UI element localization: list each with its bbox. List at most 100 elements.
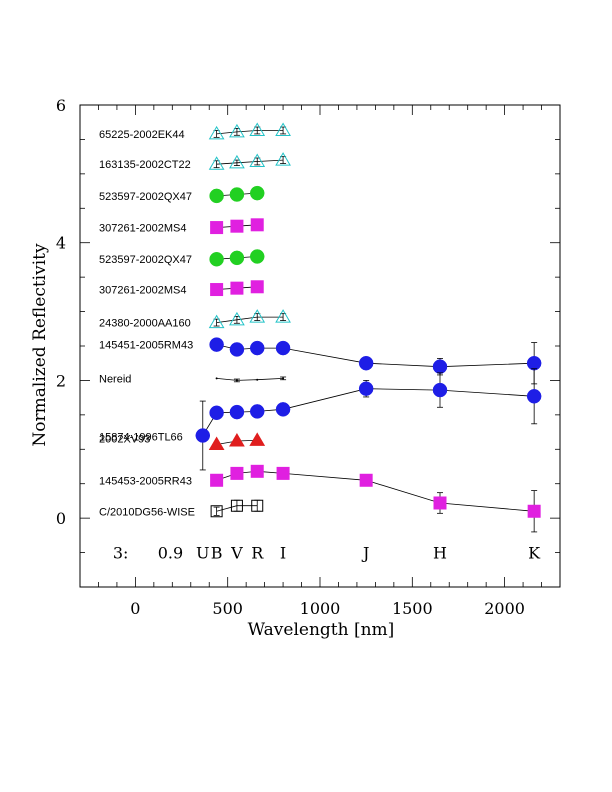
data-point xyxy=(250,218,264,232)
band-label: J xyxy=(361,544,369,563)
data-point xyxy=(249,153,266,167)
data-point xyxy=(358,381,374,396)
series-label: 307261-2002MS4 xyxy=(99,285,186,297)
x-tick-label: 2000 xyxy=(484,599,525,618)
series-label: 145451-2005RM43 xyxy=(99,340,193,352)
data-point xyxy=(208,156,225,170)
series-9 xyxy=(195,368,542,471)
series-2 xyxy=(209,185,265,204)
data-point xyxy=(209,188,224,204)
series-10 xyxy=(208,432,266,450)
data-point xyxy=(208,125,225,140)
band-label: H xyxy=(433,544,447,563)
data-point xyxy=(276,466,290,480)
data-point xyxy=(250,464,264,478)
data-point xyxy=(230,466,244,480)
x-tick-label: 1000 xyxy=(300,599,341,618)
series-6 xyxy=(208,309,291,329)
band-label: I xyxy=(280,544,286,563)
series-4 xyxy=(209,249,265,267)
series-line xyxy=(216,378,284,381)
band-label: K xyxy=(528,544,541,563)
axis-ticks: 0 500 1000 1500 2000 0 2 4 6 xyxy=(56,96,561,618)
data-point xyxy=(249,249,265,264)
series-label: 145453-2005RR43 xyxy=(99,475,192,487)
data-point xyxy=(275,152,291,166)
series-label: 15874-1996TL66 xyxy=(99,432,183,444)
data-point xyxy=(230,219,244,233)
data-point xyxy=(249,404,265,419)
data-point xyxy=(275,340,291,356)
series-label: 163135-2002CT22 xyxy=(99,159,191,171)
band-label: 0.9 xyxy=(158,544,183,563)
x-tick-label: 0 xyxy=(130,599,140,618)
band-label: V xyxy=(230,544,243,563)
data-point xyxy=(249,340,265,356)
data-point xyxy=(249,185,265,201)
series-label: 65225-2002EK44 xyxy=(99,129,185,141)
data-point xyxy=(250,280,264,294)
series-line xyxy=(216,130,284,135)
data-point xyxy=(210,473,224,487)
series-line xyxy=(216,159,284,165)
data-point xyxy=(526,389,542,404)
data-point xyxy=(432,359,448,374)
series-label: 523597-2002QX47 xyxy=(99,191,192,203)
data-point xyxy=(229,404,245,420)
x-axis-title: Wavelength [nm] xyxy=(248,620,395,640)
data-point xyxy=(229,154,245,169)
x-tick-label: 1500 xyxy=(392,599,433,618)
band-labels: 3: 0.9 U B V R I J H K xyxy=(113,544,541,563)
y-tick-label: 4 xyxy=(56,234,66,253)
data-point xyxy=(275,309,291,323)
x-tick-label: 500 xyxy=(212,599,243,618)
data-series xyxy=(195,122,542,533)
series-8 xyxy=(215,376,287,383)
data-point xyxy=(256,378,259,381)
series-11 xyxy=(210,464,541,533)
data-point xyxy=(282,377,285,380)
series-3 xyxy=(210,218,264,235)
data-point xyxy=(251,499,264,512)
series-label: 523597-2002QX47 xyxy=(99,254,192,266)
data-point xyxy=(359,473,373,487)
data-point xyxy=(275,122,291,136)
data-point xyxy=(432,382,448,398)
series-labels: 65225-2002EK44 163135-2002CT22 523597-2002… xyxy=(99,129,195,518)
y-tick-label: 0 xyxy=(56,509,66,528)
data-point xyxy=(249,432,266,446)
series-label: 2002XV93 xyxy=(99,433,150,445)
y-axis-title: Normalized Reflectivity xyxy=(30,243,50,447)
data-point xyxy=(249,122,266,136)
data-point xyxy=(235,379,238,382)
band-label: 3: xyxy=(113,544,129,563)
data-point xyxy=(229,433,245,447)
data-point xyxy=(208,314,225,329)
series-5 xyxy=(210,280,264,297)
y-tick-label: 2 xyxy=(56,371,66,390)
data-point xyxy=(249,309,266,323)
series-label: Nereid xyxy=(99,373,131,385)
data-point xyxy=(208,436,225,450)
data-point xyxy=(230,281,244,295)
data-point xyxy=(209,405,224,421)
data-point xyxy=(210,505,223,518)
y-tick-label: 6 xyxy=(56,96,66,115)
data-point xyxy=(229,187,245,202)
data-point xyxy=(229,123,245,138)
data-point xyxy=(358,355,374,371)
data-point xyxy=(229,311,245,326)
data-point xyxy=(230,499,243,512)
data-point xyxy=(209,337,224,352)
series-7 xyxy=(209,337,542,385)
data-point xyxy=(195,428,211,443)
band-label: B xyxy=(211,544,223,563)
series-12 xyxy=(210,499,264,518)
data-point xyxy=(229,342,245,357)
series-0 xyxy=(208,122,291,140)
band-label: U xyxy=(196,544,209,563)
data-point xyxy=(229,250,245,266)
data-point xyxy=(527,504,541,518)
data-point xyxy=(210,283,224,297)
